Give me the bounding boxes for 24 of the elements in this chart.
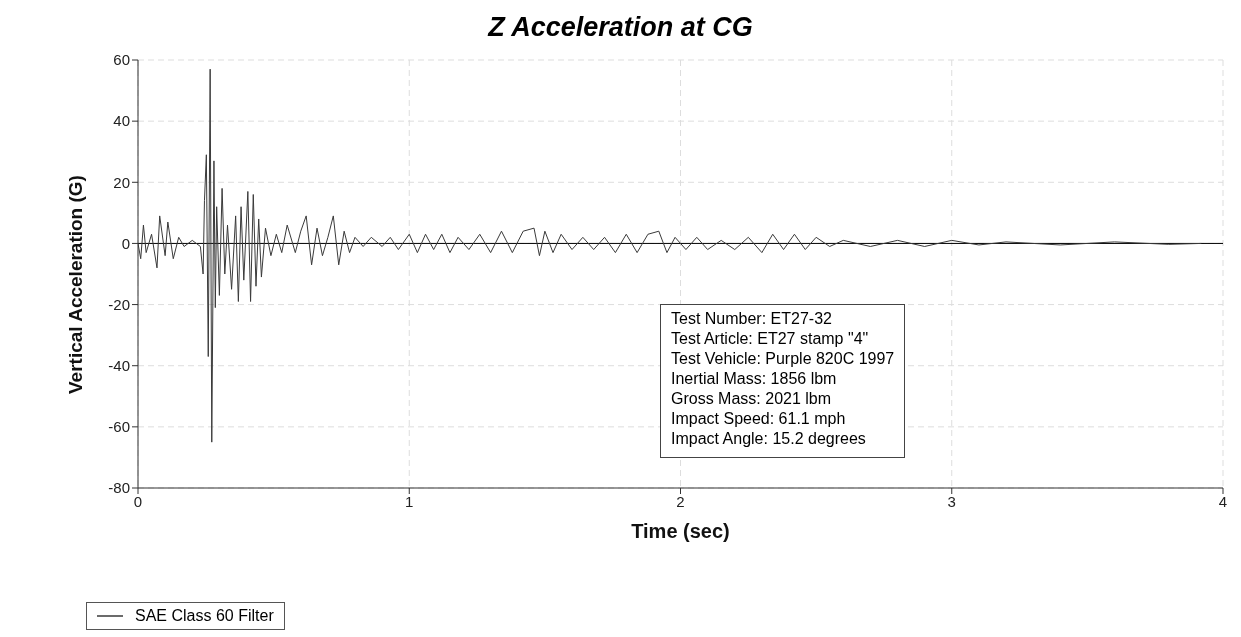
- annotation: Test Vehicle: Purple 820C 1997: [671, 349, 895, 369]
- y-tick-label: 20: [113, 173, 130, 191]
- x-tick-label: 3: [947, 492, 956, 510]
- y-tick-label: -20: [108, 295, 130, 313]
- x-axis-title: Time (sec): [631, 520, 730, 542]
- x-tick-label: 2: [676, 492, 685, 510]
- x-tick-label: 4: [1218, 492, 1228, 510]
- annotation: Gross Mass: 2021 lbm: [671, 389, 833, 409]
- legend-label: SAE Class 60 Filter: [135, 607, 274, 625]
- y-axis-title: Vertical Acceleration (G): [64, 175, 86, 394]
- chart-title: Z Acceleration at CG: [486, 12, 754, 43]
- y-tick-label: -40: [108, 357, 130, 375]
- annotation: Impact Angle: 15.2 degrees: [671, 429, 867, 449]
- y-tick-label: 40: [113, 112, 130, 130]
- annotation: Test Number: ET27-32: [671, 309, 833, 329]
- annotation: Impact Speed: 61.1 mph: [671, 409, 847, 429]
- annotation: Test Article: ET27 stamp "4": [671, 329, 870, 349]
- x-tick-label: 0: [133, 492, 143, 510]
- y-tick-label: -60: [108, 418, 130, 436]
- y-tick-label: 60: [113, 51, 130, 69]
- y-tick-label: -80: [108, 479, 130, 497]
- x-tick-label: 1: [405, 492, 414, 510]
- y-tick-label: 0: [121, 234, 130, 252]
- annotation: Inertial Mass: 1856 lbm: [671, 369, 838, 389]
